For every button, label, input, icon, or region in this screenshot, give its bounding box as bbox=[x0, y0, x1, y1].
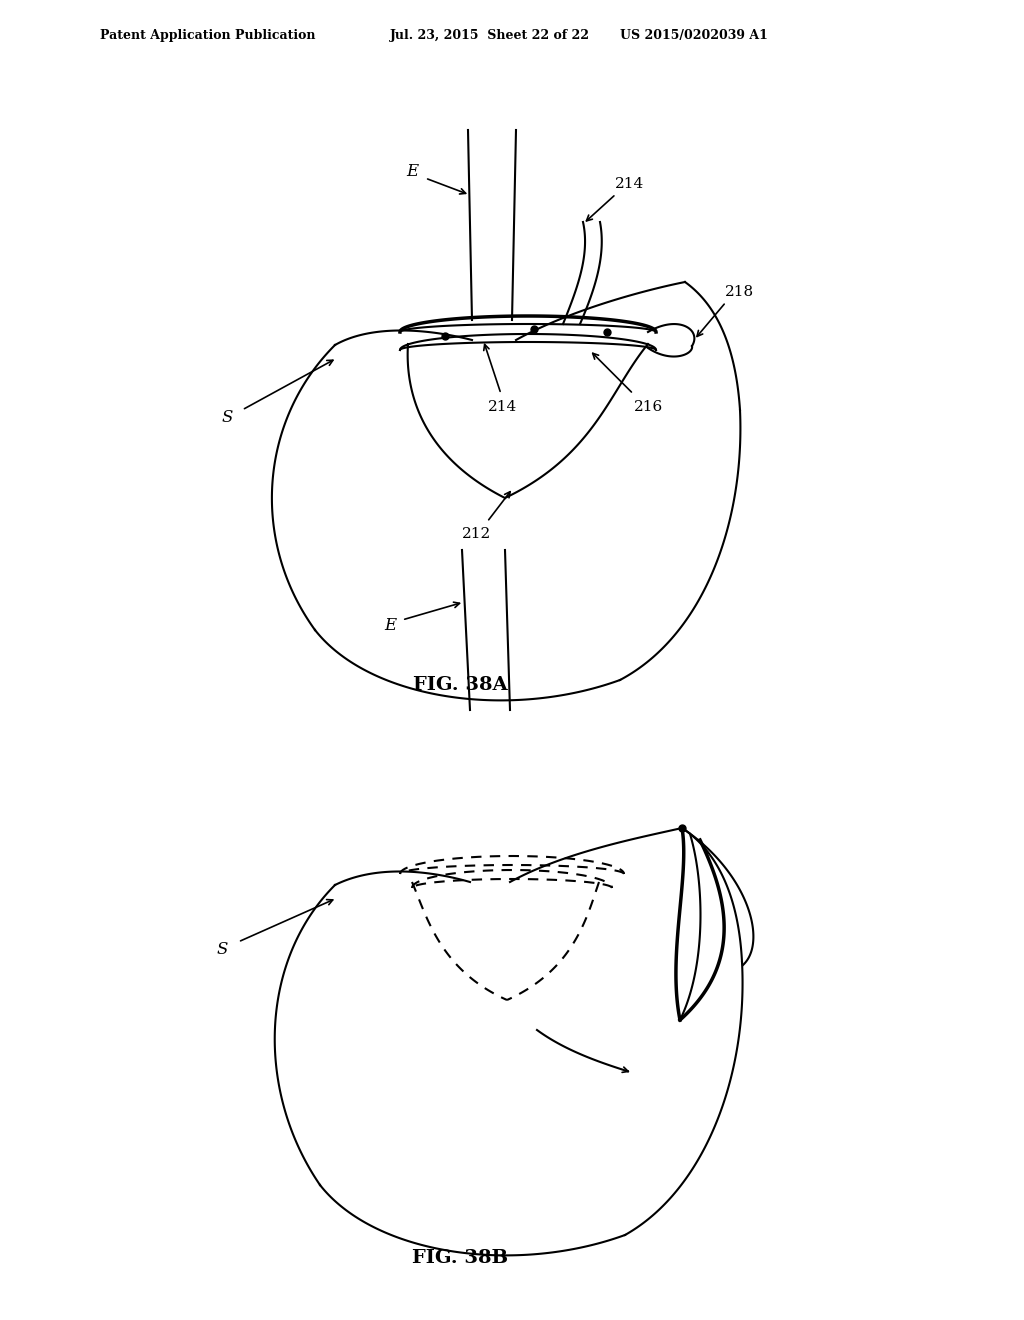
Text: 218: 218 bbox=[724, 285, 754, 300]
Text: FIG. 38B: FIG. 38B bbox=[412, 1249, 508, 1267]
Text: 216: 216 bbox=[634, 400, 663, 414]
Text: Jul. 23, 2015  Sheet 22 of 22: Jul. 23, 2015 Sheet 22 of 22 bbox=[390, 29, 590, 41]
Text: Patent Application Publication: Patent Application Publication bbox=[100, 29, 315, 41]
Text: E: E bbox=[384, 616, 396, 634]
Text: US 2015/0202039 A1: US 2015/0202039 A1 bbox=[620, 29, 768, 41]
Text: E: E bbox=[406, 164, 418, 181]
Text: 212: 212 bbox=[463, 527, 492, 541]
Text: FIG. 38A: FIG. 38A bbox=[413, 676, 507, 694]
Text: S: S bbox=[221, 409, 232, 426]
Text: 214: 214 bbox=[615, 177, 645, 191]
Text: S: S bbox=[216, 941, 227, 958]
Text: 214: 214 bbox=[487, 400, 517, 414]
